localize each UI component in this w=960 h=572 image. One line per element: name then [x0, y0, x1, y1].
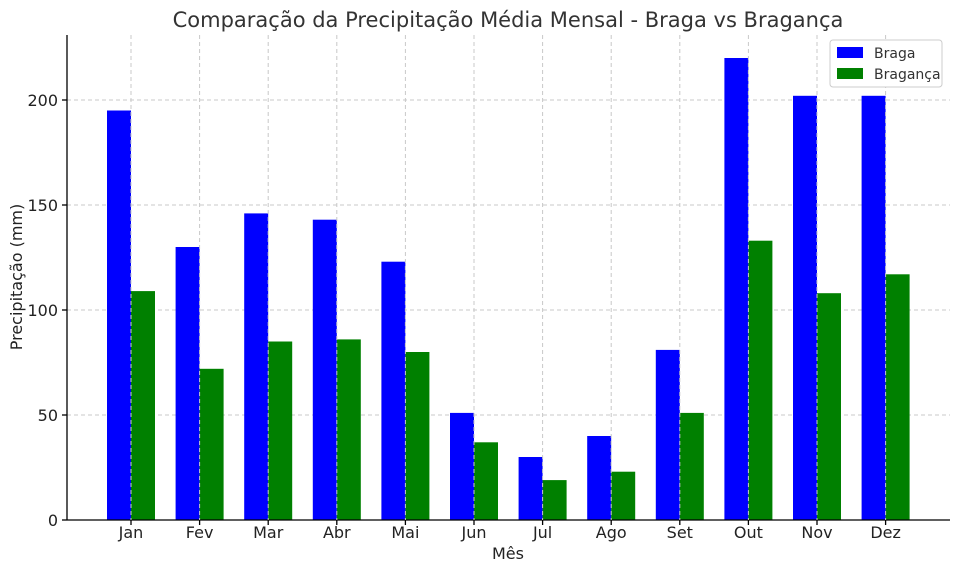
x-axis-label: Mês [492, 544, 524, 563]
bar-bragana-jan [131, 291, 155, 520]
bar-bragana-nov [817, 293, 841, 520]
legend-label-braga: Braga [874, 46, 915, 62]
x-tick-label: Fev [186, 523, 214, 542]
bar-bragana-out [748, 240, 773, 520]
x-tick-label: Dez [870, 523, 901, 542]
x-tick-label: Out [734, 523, 763, 542]
bar-bragana-abr [336, 339, 361, 520]
bar-braga-ago [587, 436, 612, 520]
bar-bragana-set [679, 412, 704, 520]
bars [107, 58, 910, 521]
legend-label-braganca: Bragança [874, 67, 941, 83]
bar-bragana-ago [611, 471, 636, 520]
x-tick-label: Jan [118, 523, 144, 542]
bar-braga-fev [175, 247, 200, 520]
x-tick-label: Jul [532, 523, 552, 542]
bar-braga-mai [381, 261, 406, 520]
x-tick-label: Mai [391, 523, 419, 542]
x-tick-label: Set [667, 523, 693, 542]
bar-bragana-jun [474, 442, 498, 520]
x-tick-label: Nov [801, 523, 832, 542]
bar-braga-nov [793, 95, 817, 521]
bar-bragana-jul [542, 480, 567, 520]
bar-braga-jul [518, 457, 543, 520]
x-tick-label: Ago [596, 523, 627, 542]
y-tick-label: 50 [38, 406, 58, 425]
y-axis-label: Precipitação (mm) [7, 204, 26, 351]
bar-braga-mar [244, 213, 269, 520]
x-tick-label: Jun [461, 523, 487, 542]
bar-bragana-mai [405, 352, 430, 520]
bar-braga-abr [312, 219, 337, 520]
bar-braga-jan [107, 110, 131, 520]
y-tick-label: 100 [27, 301, 58, 320]
y-tick-label: 0 [48, 511, 58, 530]
y-tick-label: 150 [27, 196, 58, 215]
ticks: 0 50 100 150 200 Jan Fev Mar Abr Mai Jun Jul Ago Set O… [27, 91, 900, 542]
bar-bragana-fev [199, 368, 224, 520]
bar-bragana-mar [268, 341, 293, 520]
x-tick-label: Mar [253, 523, 284, 542]
bar-braga-jun [450, 412, 474, 520]
legend-swatch-braganca [837, 68, 863, 79]
bar-braga-dez [861, 95, 886, 521]
x-tick-label: Abr [323, 523, 351, 542]
bar-braga-out [724, 58, 749, 520]
bar-braga-set [655, 349, 680, 520]
y-tick-label: 200 [27, 91, 58, 110]
bar-bragana-dez [885, 274, 910, 520]
legend-swatch-braga [837, 47, 863, 58]
chart-title: Comparação da Precipitação Média Mensal … [173, 8, 844, 32]
legend: Braga Bragança [829, 39, 943, 88]
